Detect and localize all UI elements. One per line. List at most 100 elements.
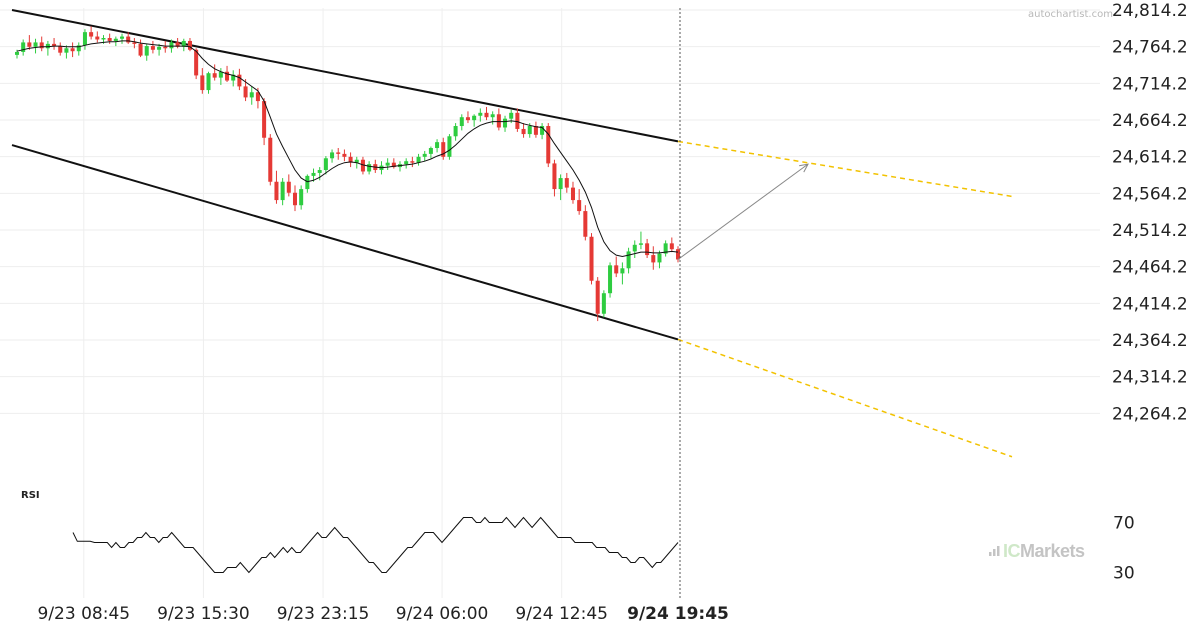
candle-down xyxy=(187,40,192,50)
candle-up xyxy=(101,38,106,40)
candle-up xyxy=(435,142,440,149)
projection-upper-line xyxy=(677,140,1013,198)
moving-average-series xyxy=(16,40,679,258)
x-tick-label: 9/23 15:30 xyxy=(157,604,250,624)
y-tick-label: 24,564.2 xyxy=(1112,184,1188,204)
candle-up xyxy=(490,114,495,118)
candle-up xyxy=(64,48,69,53)
candle-up xyxy=(169,42,174,49)
brand-suffix: Markets xyxy=(1020,541,1085,561)
candle-down xyxy=(595,280,600,314)
candle-up xyxy=(206,73,211,91)
candle-up xyxy=(453,126,458,137)
candle-down xyxy=(212,73,217,78)
y-tick-label: 24,614.2 xyxy=(1112,148,1188,168)
candle-down xyxy=(175,42,180,47)
candle-up xyxy=(311,172,316,176)
candle-up xyxy=(428,148,433,154)
brand-text: ICMarkets xyxy=(1003,541,1085,561)
candle-up xyxy=(657,253,662,263)
y-tick-label: 24,514.2 xyxy=(1112,221,1188,241)
channel-upper-line xyxy=(11,9,679,143)
forecast-arrow xyxy=(677,163,809,260)
candle-up xyxy=(144,46,149,56)
candle-up xyxy=(33,42,38,47)
candle-down xyxy=(237,74,242,87)
candle-up xyxy=(540,126,545,135)
candle-down xyxy=(348,156,353,163)
candle-down xyxy=(583,211,588,237)
bars-icon xyxy=(989,546,1000,556)
rsi-tick-label: 70 xyxy=(1113,514,1135,534)
candle-down xyxy=(200,75,205,91)
candle-down xyxy=(292,192,297,206)
candle-up xyxy=(249,92,254,98)
x-tick-label: 9/23 23:15 xyxy=(277,604,370,624)
candle-up xyxy=(558,178,563,190)
x-tick-label: 9/24 06:00 xyxy=(396,604,489,624)
candle-down xyxy=(651,255,656,263)
candle-down xyxy=(577,200,582,212)
candle-up xyxy=(472,115,477,121)
y-tick-label: 24,714.2 xyxy=(1112,74,1188,94)
y-tick-label: 24,814.2 xyxy=(1112,1,1188,21)
x-tick-label: 9/23 08:45 xyxy=(38,604,131,624)
autochartist-watermark: autochartist.com xyxy=(1028,9,1113,20)
candle-down xyxy=(286,181,291,193)
candle-down xyxy=(360,159,365,172)
candle-up xyxy=(280,181,285,201)
channel-lower-line xyxy=(11,144,679,341)
candle-down xyxy=(441,142,446,157)
moving-average-line xyxy=(16,40,679,258)
candle-down xyxy=(126,36,131,43)
candle-down xyxy=(150,46,155,50)
price-axis: 24,814.2 24,764.2 24,714.2 24,664.2 24,614.2… xyxy=(1112,1,1188,424)
candle-down xyxy=(274,181,279,201)
candle-up xyxy=(45,43,50,49)
y-tick-label: 24,764.2 xyxy=(1112,38,1188,58)
candle-up xyxy=(367,164,372,172)
candle-up xyxy=(299,189,304,206)
y-tick-label: 24,414.2 xyxy=(1112,294,1188,314)
candle-up xyxy=(218,71,223,78)
candle-down xyxy=(515,112,520,129)
candle-down xyxy=(484,112,489,118)
candle-down xyxy=(255,92,260,102)
rsi-axis: 70 30 xyxy=(1113,514,1135,584)
candle-down xyxy=(95,36,100,40)
candlestick-series xyxy=(14,26,681,322)
candle-up xyxy=(305,175,310,190)
candle-down xyxy=(138,43,143,56)
candle-down xyxy=(521,128,526,135)
candle-up xyxy=(14,51,20,55)
candle-up xyxy=(330,152,335,159)
candle-up xyxy=(113,38,118,41)
candle-down xyxy=(564,178,569,188)
candle-down xyxy=(589,236,594,281)
candle-down xyxy=(27,42,32,47)
y-tick-label: 24,464.2 xyxy=(1112,258,1188,278)
candle-down xyxy=(533,126,538,135)
candle-up xyxy=(422,153,427,157)
candle-down xyxy=(410,161,415,163)
candle-up xyxy=(120,36,125,39)
candle-up xyxy=(323,158,328,171)
candle-down xyxy=(52,43,57,47)
candle-up xyxy=(601,293,606,314)
candle-up xyxy=(404,161,409,165)
candle-down xyxy=(89,32,94,37)
projection-lower-line xyxy=(677,338,1013,458)
candle-down xyxy=(669,243,674,250)
forecast-arrow-head xyxy=(799,163,809,173)
x-tick-label: 9/24 19:45 xyxy=(627,604,729,624)
candle-up xyxy=(317,170,322,173)
candle-down xyxy=(675,249,681,260)
candle-up xyxy=(416,156,421,163)
rsi-tick-label: 30 xyxy=(1113,564,1135,584)
candle-down xyxy=(268,137,273,182)
candle-up xyxy=(354,159,359,163)
y-tick-label: 24,314.2 xyxy=(1112,368,1188,388)
ic-markets-logo: ICMarkets xyxy=(989,541,1086,561)
candle-down xyxy=(465,117,470,121)
candle-down xyxy=(552,163,557,190)
